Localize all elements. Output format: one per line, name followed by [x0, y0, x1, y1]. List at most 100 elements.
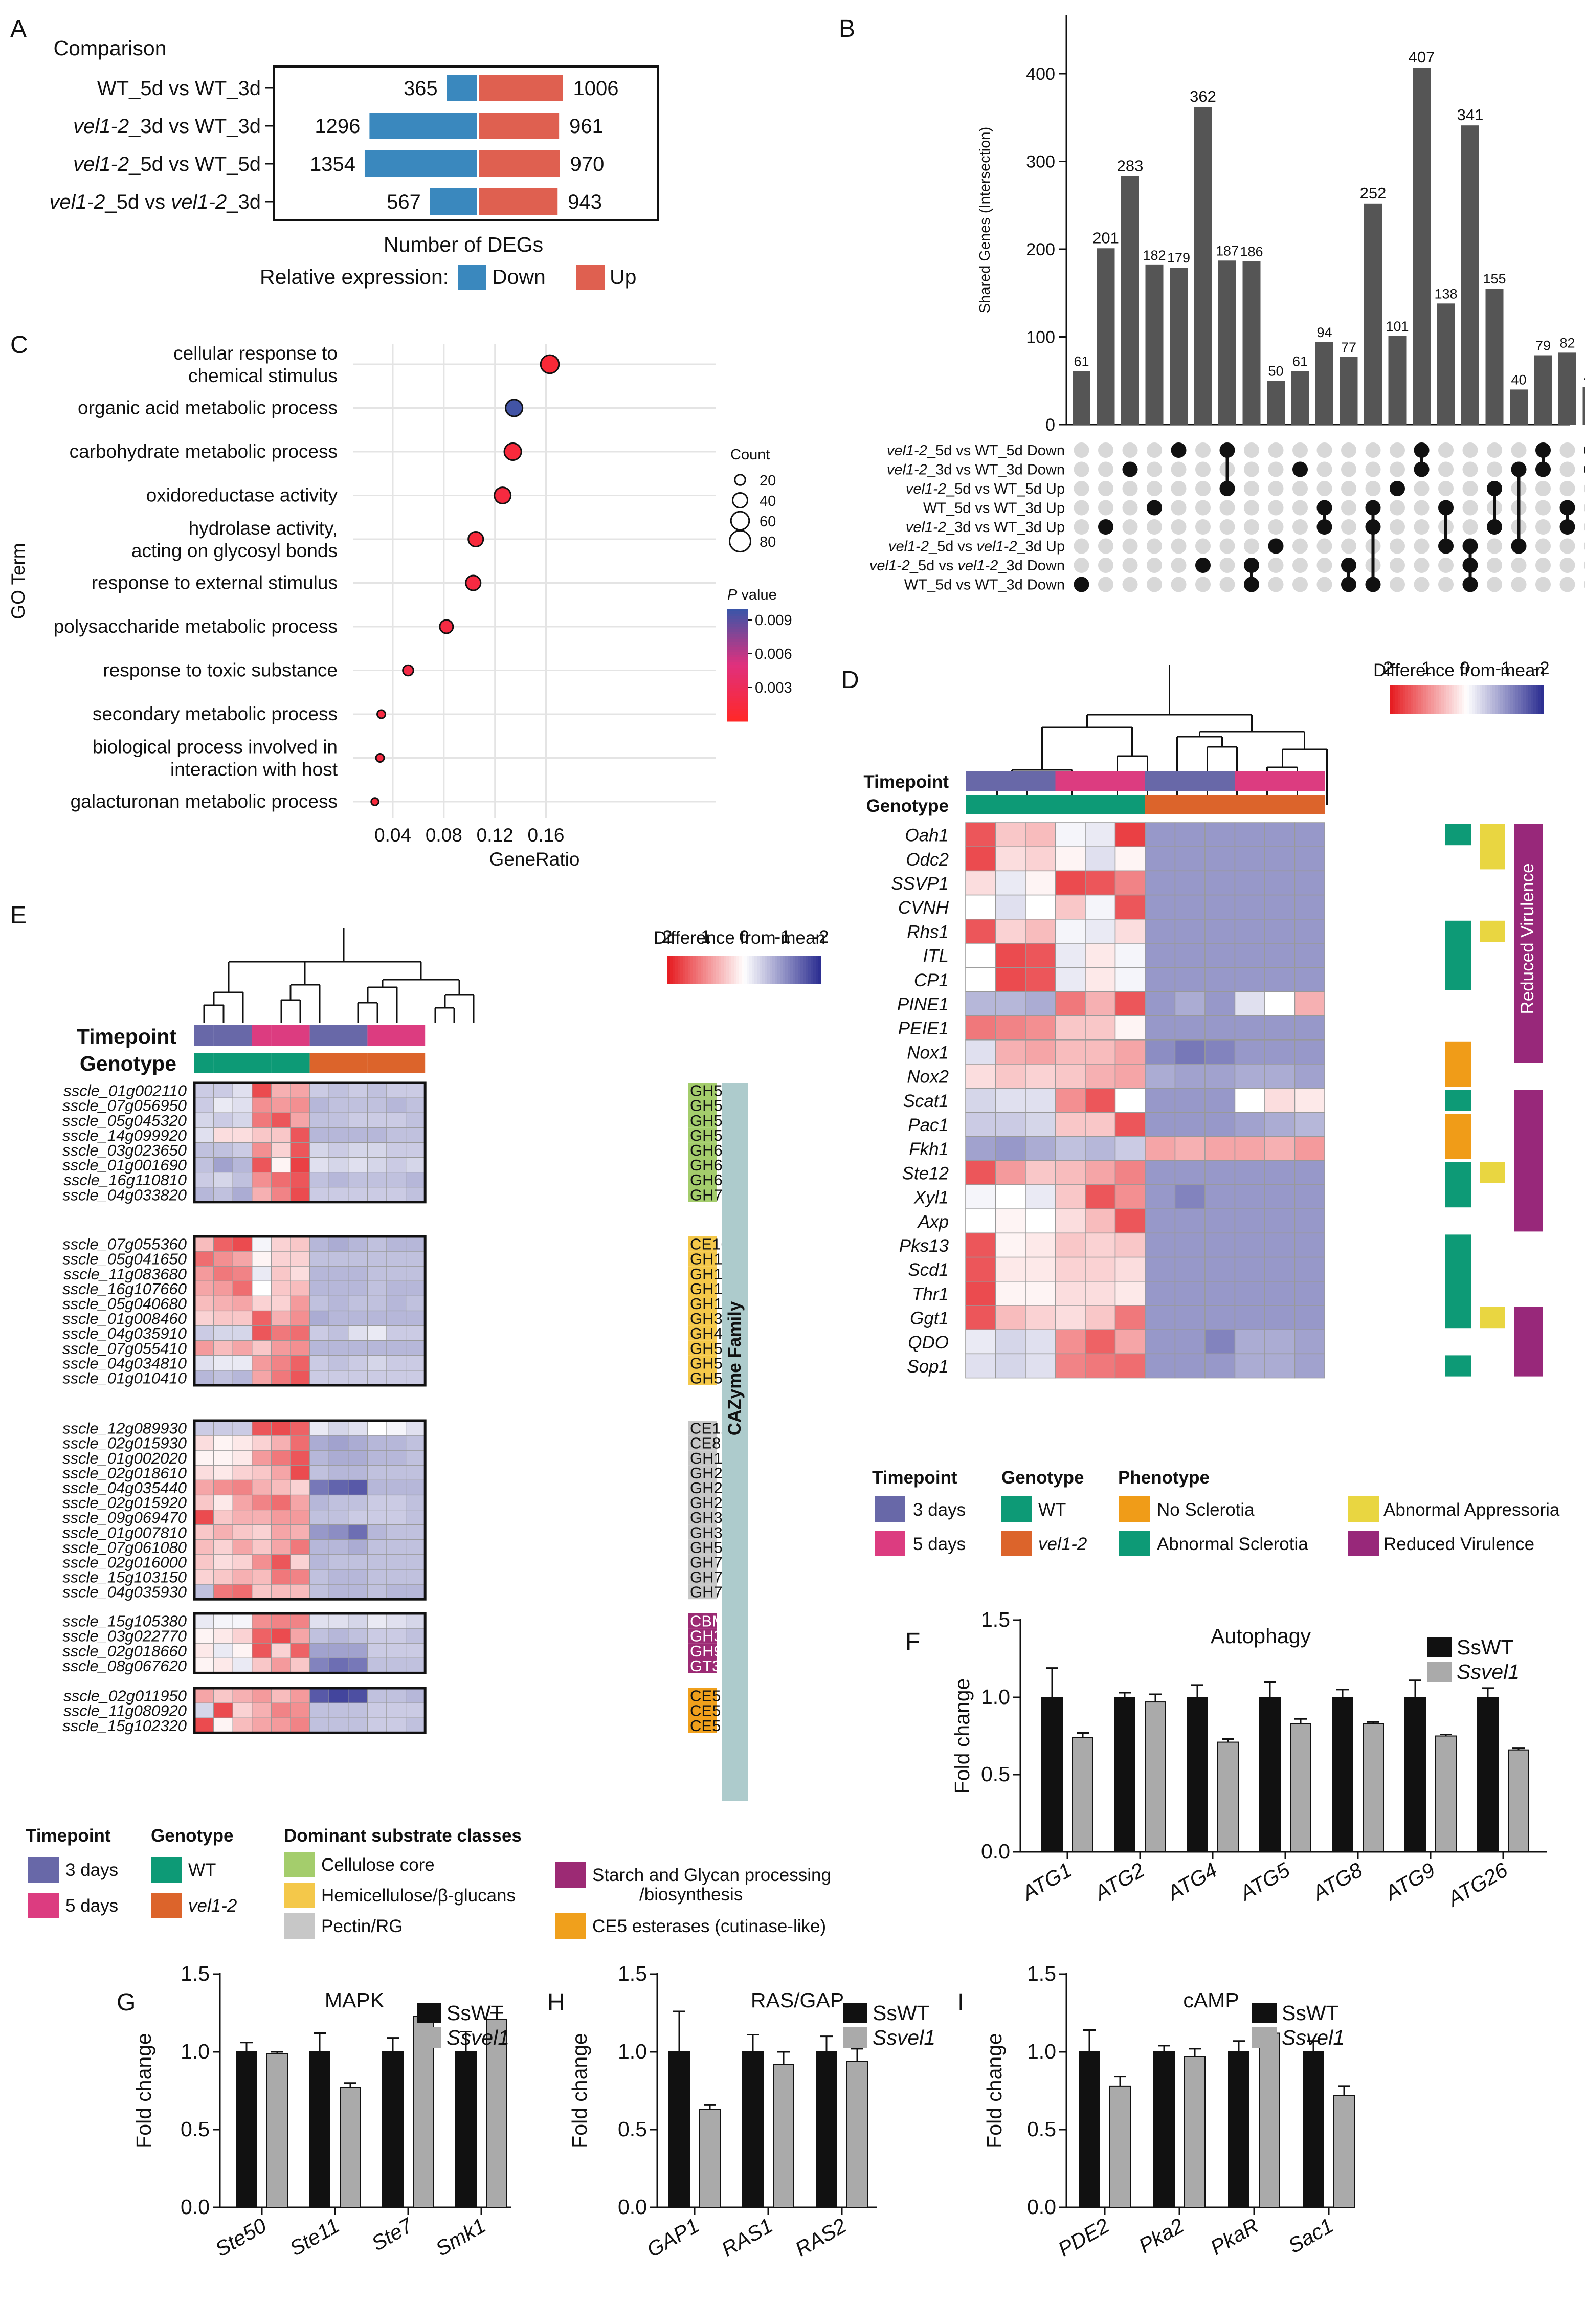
heatmap-cell — [367, 1510, 387, 1525]
heatmap-cell — [1174, 1208, 1206, 1234]
legend-title: P value — [727, 587, 777, 603]
scale-tick: 2 — [1383, 658, 1393, 678]
timepoint-cell — [1145, 771, 1175, 791]
colorbar-step — [727, 673, 748, 676]
heatmap-cell — [348, 1370, 368, 1386]
family-cell — [688, 1113, 717, 1128]
matrix-dot-empty — [1147, 481, 1162, 496]
heatmap-cell — [348, 1479, 368, 1496]
family-label: GH5 — [690, 1097, 723, 1115]
heatmap-cell — [290, 1450, 310, 1466]
label-part: vel1-2 — [887, 462, 927, 478]
scale-step — [1393, 685, 1396, 714]
chart-title: cAMP — [1183, 1988, 1239, 2012]
bar — [1437, 303, 1455, 425]
heatmap-cell — [405, 1554, 426, 1570]
scale-step — [1526, 685, 1529, 714]
legend-swatch-down — [458, 265, 486, 290]
heatmap-cell — [1264, 1232, 1296, 1258]
matrix-dot-empty — [1535, 519, 1551, 535]
phenotype-block — [1445, 824, 1471, 846]
heatmap-cell — [328, 1657, 349, 1674]
legend-swatch — [1348, 1531, 1379, 1556]
gene-id-label: sscle_01g008460 — [62, 1310, 187, 1327]
matrix-dot-empty — [1487, 461, 1502, 477]
heatmap-cell — [1114, 1232, 1146, 1258]
colorbar-step — [727, 670, 748, 673]
scale-step — [757, 956, 760, 984]
legend-swatch — [151, 1857, 182, 1883]
scale-step — [1508, 685, 1511, 714]
heatmap-cell — [1264, 1088, 1296, 1113]
heatmap-cell — [290, 1280, 310, 1297]
data-label: 186 — [1240, 244, 1263, 259]
legend-swatch — [1001, 1496, 1032, 1522]
legend-label: Starch and Glycan processing — [592, 1865, 831, 1885]
heatmap-cell — [252, 1510, 272, 1525]
category-label: Ste7 — [367, 2213, 417, 2255]
matrix-dot-empty — [1559, 481, 1575, 496]
heatmap-cell — [194, 1142, 214, 1158]
label-part: _5d vs WT_5d Down — [927, 442, 1065, 459]
dot — [439, 619, 454, 634]
heatmap-cell — [1264, 943, 1296, 968]
family-cell — [688, 1172, 717, 1187]
scale-tick: 1 — [1421, 658, 1431, 678]
heatmap-cell — [271, 1251, 291, 1267]
heatmap-cell — [367, 1643, 387, 1658]
axis-label: Fold change — [950, 1678, 974, 1794]
heatmap-cell — [309, 1435, 329, 1451]
bar-mutant — [773, 2064, 794, 2208]
timepoint-cell — [1265, 771, 1295, 791]
matrix-dot — [1316, 519, 1332, 535]
size-legend-circle — [731, 492, 749, 509]
genotype-cell — [1175, 795, 1205, 814]
panel-label: E — [10, 902, 27, 929]
matrix-dot-empty — [1316, 442, 1332, 458]
heatmap-cell — [1294, 1353, 1325, 1379]
heatmap-cell — [348, 1325, 368, 1341]
scale-step — [1423, 685, 1426, 714]
heatmap-cell — [213, 1554, 233, 1570]
scale-step — [780, 956, 783, 984]
bar-down — [364, 150, 477, 177]
bar — [1413, 67, 1431, 425]
matrix-dot-empty — [1390, 577, 1405, 592]
label-part: value — [737, 587, 776, 603]
heatmap-cell — [252, 1355, 272, 1371]
heatmap-cell — [232, 1717, 253, 1733]
heatmap-cell — [309, 1539, 329, 1555]
heatmap-cell — [367, 1280, 387, 1297]
matrix-dot-empty — [1487, 538, 1502, 554]
heatmap-cell — [1234, 1088, 1265, 1113]
scale-step — [1454, 685, 1457, 714]
legend-title: Genotype — [1001, 1468, 1084, 1488]
gene-label: Odc2 — [906, 850, 949, 870]
heatmap-cell — [290, 1325, 310, 1341]
matrix-dot-empty — [1341, 461, 1356, 477]
matrix-dot-empty — [1122, 538, 1138, 554]
gene-id-label: sscle_02g015930 — [62, 1434, 187, 1452]
legend-title: Relative expression: — [260, 265, 449, 289]
heatmap-cell — [386, 1510, 407, 1525]
heatmap-cell — [1264, 967, 1296, 992]
gene-id-label: sscle_04g035930 — [62, 1583, 187, 1601]
heatmap-cell — [1234, 1015, 1265, 1041]
axis-label: Fold change — [983, 2033, 1006, 2149]
heatmap-cell — [1264, 1039, 1296, 1065]
legend-label: vel1-2 — [188, 1896, 237, 1916]
heatmap-cell — [194, 1554, 214, 1570]
genotype-cell — [291, 1053, 310, 1073]
heatmap-cell — [1264, 1064, 1296, 1089]
heatmap-cell — [213, 1702, 233, 1718]
matrix-dot-empty — [1098, 558, 1113, 573]
bar — [1315, 342, 1333, 425]
heatmap-cell — [1294, 1136, 1325, 1161]
matrix-dot-empty — [1511, 577, 1527, 592]
tick-label: 0.5 — [618, 2117, 647, 2141]
family-cell — [688, 1421, 717, 1436]
bar-mutant — [486, 2019, 507, 2208]
scale-step — [1515, 685, 1519, 714]
heatmap-cell — [1174, 822, 1206, 847]
heatmap-cell — [328, 1628, 349, 1644]
